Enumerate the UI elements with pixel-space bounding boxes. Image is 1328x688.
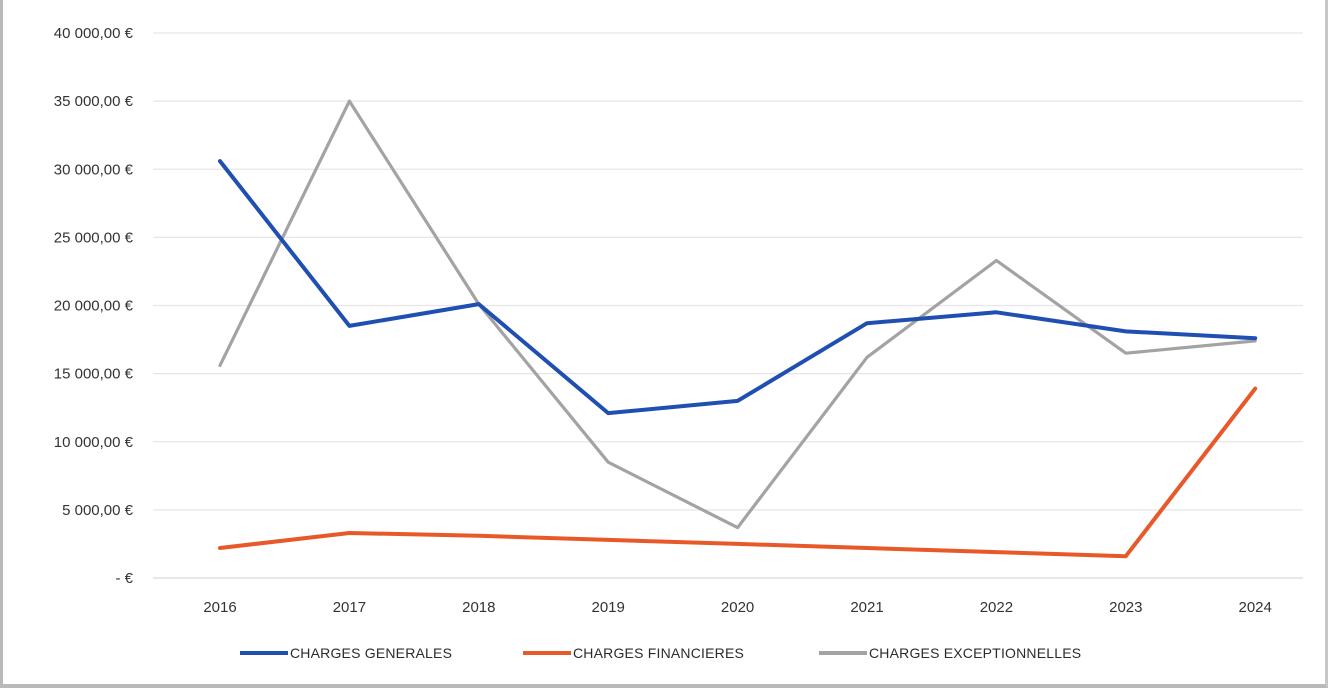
legend-label: CHARGES GENERALES bbox=[290, 645, 452, 661]
x-tick-label: 2017 bbox=[333, 599, 366, 616]
x-tick-label: 2022 bbox=[980, 599, 1013, 616]
y-axis-ticks: 40 000,00 € 35 000,00 € 30 000,00 € 25 000,… bbox=[54, 25, 134, 587]
y-tick-label: 5 000,00 € bbox=[62, 502, 134, 519]
x-tick-label: 2016 bbox=[203, 599, 236, 616]
x-tick-label: 2018 bbox=[462, 599, 495, 616]
legend-label: CHARGES EXCEPTIONNELLES bbox=[869, 645, 1081, 661]
series-line-charges-financieres bbox=[218, 386, 1258, 559]
y-tick-label: 25 000,00 € bbox=[54, 229, 134, 246]
series-lines bbox=[218, 99, 1258, 559]
y-tick-label: 20 000,00 € bbox=[54, 298, 134, 315]
x-axis-ticks: 2016 2017 2018 2019 2020 2021 2022 2023 2024 bbox=[203, 599, 1272, 616]
x-tick-label: 2020 bbox=[721, 599, 754, 616]
x-tick-label: 2023 bbox=[1109, 599, 1142, 616]
line-chart: 40 000,00 € 35 000,00 € 30 000,00 € 25 000,… bbox=[54, 25, 1303, 661]
gridlines bbox=[153, 32, 1303, 579]
series-line-charges-exceptionnelles bbox=[218, 99, 1257, 530]
y-tick-label: 30 000,00 € bbox=[54, 161, 134, 178]
y-tick-label: 35 000,00 € bbox=[54, 93, 134, 110]
x-tick-label: 2024 bbox=[1239, 599, 1272, 616]
y-tick-label: - € bbox=[115, 570, 133, 587]
x-tick-label: 2019 bbox=[592, 599, 625, 616]
y-tick-label: 40 000,00 € bbox=[54, 25, 134, 42]
x-tick-label: 2021 bbox=[850, 599, 883, 616]
legend: CHARGES GENERALES CHARGES FINANCIERES CHAR… bbox=[240, 645, 1081, 661]
legend-label: CHARGES FINANCIERES bbox=[573, 645, 744, 661]
y-tick-label: 10 000,00 € bbox=[54, 434, 134, 451]
y-tick-label: 15 000,00 € bbox=[54, 366, 134, 383]
series-line-charges-generales bbox=[218, 159, 1258, 416]
